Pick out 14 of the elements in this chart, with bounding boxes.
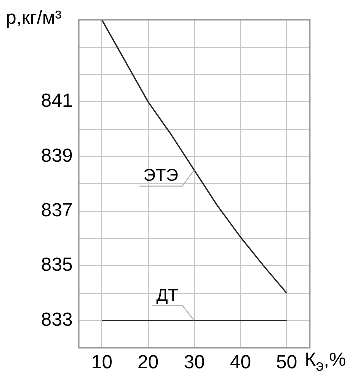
y-axis-title: р,кг/м³ xyxy=(6,8,62,30)
y-tick-label: 835 xyxy=(41,255,73,276)
y-tick-label: 833 xyxy=(41,310,73,331)
x-axis-title: К$_{э}$,% xyxy=(305,350,346,376)
x-tick-label: 50 xyxy=(276,352,298,374)
x-tick-label: 30 xyxy=(184,352,206,374)
y-tick-label: 837 xyxy=(41,200,73,222)
x-tick-label: 20 xyxy=(138,352,159,374)
y-tick-label: 839 xyxy=(41,146,73,167)
x-tick-label: 10 xyxy=(92,352,113,374)
y-tick-label: 841 xyxy=(41,91,73,112)
series-label: ДТ xyxy=(156,286,178,305)
x-tick-label: 40 xyxy=(230,352,252,374)
series-label: ЭТЭ xyxy=(144,166,178,186)
